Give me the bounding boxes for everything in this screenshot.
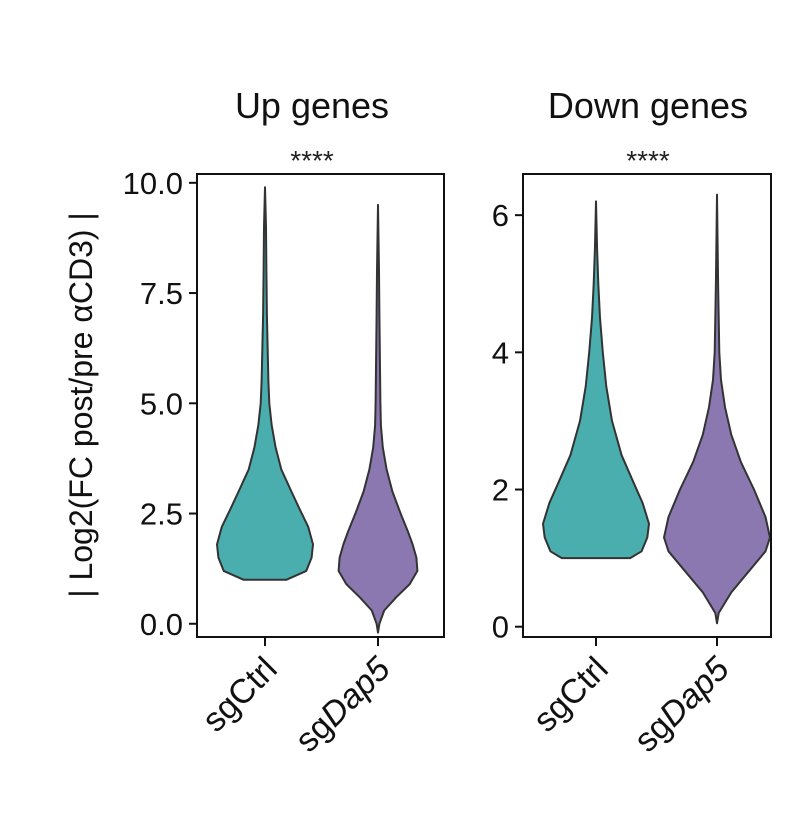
x-tick-label: sgDap5 <box>288 650 398 760</box>
y-tick-label: 4 <box>492 335 509 370</box>
plot-frame <box>196 173 445 638</box>
panel-title: Up genes <box>235 85 389 126</box>
violin-1 <box>542 200 650 560</box>
y-tick-label: 5.0 <box>140 386 183 421</box>
x-tick-label: sgCtrl <box>526 650 616 740</box>
y-tick-label: 2 <box>492 473 509 508</box>
plot-frame <box>522 173 772 638</box>
y-tick-label: 7.5 <box>140 276 183 311</box>
y-tick-label: 0.0 <box>140 607 183 642</box>
violin-2 <box>663 193 771 625</box>
y-axis-title: | Log2(FC post/pre αCD3) | <box>63 212 99 597</box>
x-tick-label: sgCtrl <box>195 650 285 740</box>
y-tick-label: 2.5 <box>140 497 183 532</box>
significance-label: **** <box>290 145 334 176</box>
significance-label: **** <box>626 145 670 176</box>
violin-1 <box>216 186 314 581</box>
y-tick-label: 10.0 <box>123 166 183 201</box>
panel-title: Down genes <box>548 85 748 126</box>
y-tick-label: 6 <box>492 198 509 233</box>
y-tick-label: 0 <box>492 610 509 645</box>
x-tick-label: sgDap5 <box>627 650 737 760</box>
violin-2 <box>337 203 419 634</box>
